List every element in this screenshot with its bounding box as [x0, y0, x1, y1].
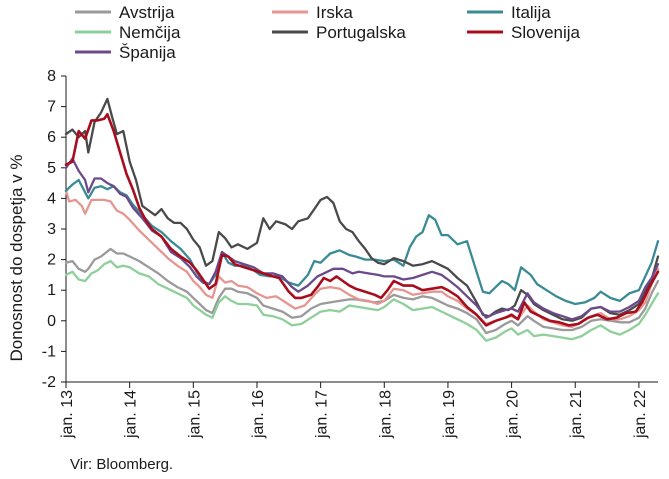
- legend-label: Španija: [119, 43, 176, 62]
- y-tick-label: -2: [42, 374, 56, 391]
- y-tick-label: 0: [47, 313, 56, 330]
- legend-item: Španija: [75, 43, 176, 62]
- x-tick-label: jan. 14: [123, 390, 140, 439]
- legend-label: Avstrija: [119, 3, 175, 22]
- y-tick-label: 8: [47, 68, 56, 85]
- legend-item: Portugalska: [272, 23, 406, 42]
- legend-label: Italija: [511, 3, 551, 22]
- legend-label: Nemčija: [119, 23, 181, 42]
- y-tick-label: -1: [42, 343, 56, 360]
- x-tick-label: jan. 17: [314, 390, 331, 439]
- x-tick-label: jan. 18: [377, 390, 394, 439]
- y-tick-label: 2: [47, 252, 56, 269]
- x-tick-label: jan. 13: [59, 390, 76, 439]
- legend-label: Slovenija: [511, 23, 581, 42]
- series-line-portugalska: [64, 97, 660, 322]
- legend-label: Portugalska: [316, 23, 406, 42]
- series-line-avstrija: [64, 247, 660, 335]
- legend-label: Irska: [316, 3, 353, 22]
- x-axis: jan. 13 jan. 14 jan. 15 jan. 16 jan. 17 jan. …: [59, 381, 658, 439]
- x-tick-label: jan. 19: [441, 390, 458, 439]
- legend-item: Slovenija: [467, 23, 581, 42]
- source-note: Vir: Bloomberg.: [70, 456, 174, 473]
- x-tick-label: jan. 20: [505, 390, 522, 439]
- y-axis: -2 -1 0 1 2 3 4 5 6 7 8: [42, 68, 67, 391]
- y-tick-label: 1: [47, 282, 56, 299]
- y-axis-title: Donosnost do dospetja v %: [7, 155, 26, 362]
- y-tick-label: 7: [47, 99, 56, 116]
- y-tick-label: 5: [47, 160, 56, 177]
- series-line-italija: [64, 178, 660, 306]
- x-tick-label: jan. 16: [250, 390, 267, 439]
- series-line-slovenija: [64, 113, 660, 327]
- legend-item: Avstrija: [75, 3, 175, 22]
- y-tick-label: 6: [47, 129, 56, 146]
- legend-item: Irska: [272, 3, 353, 22]
- series-line-nemija: [64, 259, 660, 342]
- x-tick-label: jan. 21: [568, 390, 585, 439]
- x-tick-label: jan. 22: [632, 390, 649, 439]
- y-tick-label: 4: [47, 190, 56, 207]
- legend: Avstrija Irska Italija Nemčija Portugalska Sl…: [75, 3, 581, 62]
- x-tick-label: jan. 15: [186, 390, 203, 439]
- y-tick-label: 3: [47, 221, 56, 238]
- plot-area: [64, 97, 660, 342]
- legend-item: Italija: [467, 3, 551, 22]
- series-line-panija: [64, 157, 660, 321]
- legend-item: Nemčija: [75, 23, 181, 42]
